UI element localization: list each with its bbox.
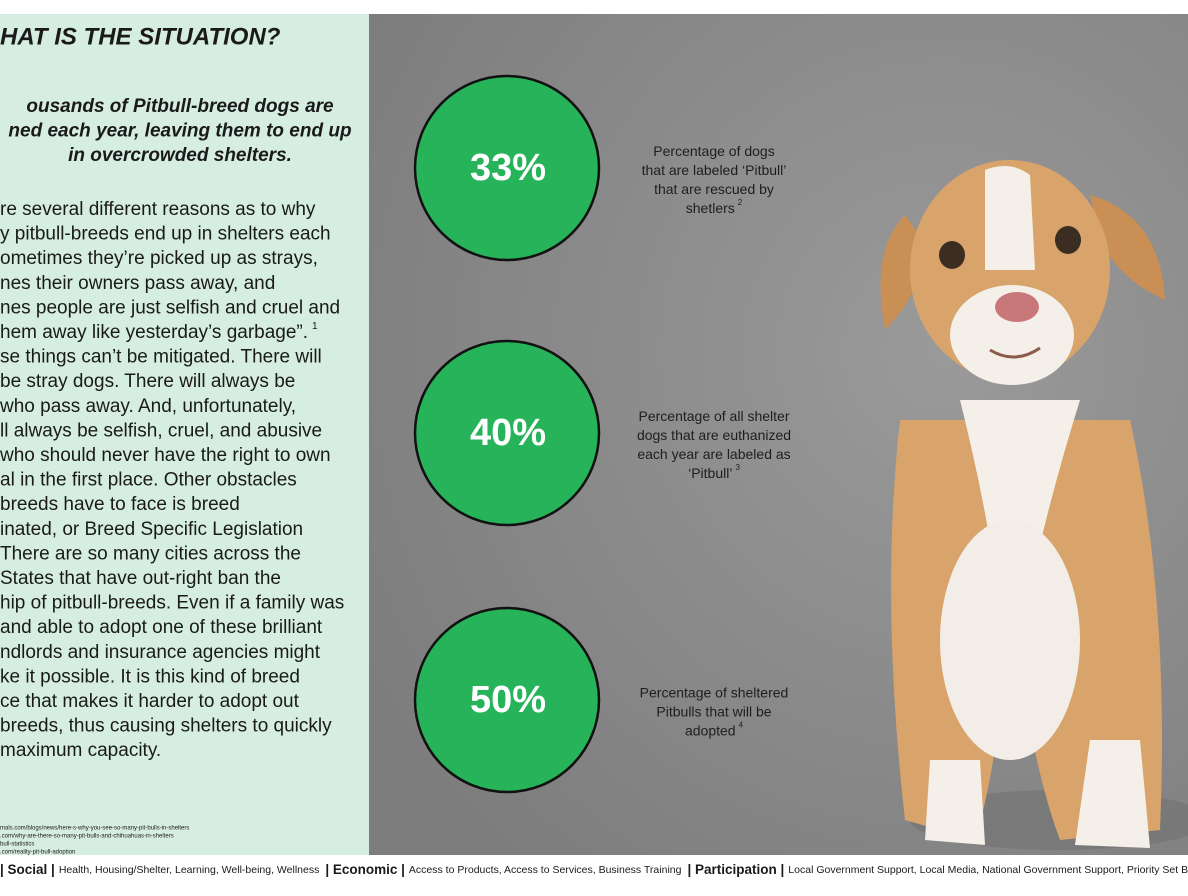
source: mals.com/blogs/news/here-s-why-you-see-s… — [0, 826, 189, 832]
body-line: ndlords and insurance agencies might — [0, 642, 321, 663]
source: .com/reality-pit-bull-adoption — [0, 850, 75, 856]
stat-caption: Percentage of all shelter — [639, 408, 790, 424]
body-line: maximum capacity. — [0, 740, 161, 761]
caption-text: Percentage of all shelter — [639, 408, 790, 424]
stat-caption: Percentage of sheltered — [640, 684, 789, 700]
caption-text: that are labeled ‘Pitbull’ — [642, 162, 787, 178]
body-line: be stray dogs. There will always be — [0, 371, 295, 392]
body-line: and able to adopt one of these brilliant — [0, 617, 323, 638]
stat-caption: that are labeled ‘Pitbull’ — [642, 162, 787, 178]
body-line: There are so many cities across the — [0, 543, 301, 564]
caption-text: shetlers — [686, 200, 735, 216]
puppy-illustration — [881, 160, 1188, 850]
subheading: ned each year, leaving them to end up — [8, 121, 351, 142]
footer-label: | Economic | — [325, 862, 405, 877]
heading: HAT IS THE SITUATION? — [0, 23, 281, 50]
body-line: ke it possible. It is this kind of breed — [0, 666, 300, 687]
body-line: breeds have to face is breed — [0, 494, 240, 515]
footer-items: Health, Housing/Shelter, Learning, Well-… — [59, 864, 320, 876]
caption-text: adopted — [685, 722, 736, 738]
body-line: who should never have the right to own — [0, 445, 331, 466]
body-line: al in the first place. Other obstacles — [0, 470, 297, 491]
footnote: 2 — [738, 198, 743, 207]
caption-text: each year are labeled as — [637, 446, 790, 462]
subheading: ousands of Pitbull-breed dogs are — [26, 96, 334, 117]
caption-text: Percentage of dogs — [653, 143, 774, 159]
body-line: ll always be selfish, cruel, and abusive — [0, 420, 322, 441]
body-line: ce that makes it harder to adopt out — [0, 691, 300, 712]
body-line: States that have out-right ban the — [0, 568, 281, 589]
stat-caption: Percentage of dogs — [653, 143, 774, 159]
body-text: hem away like yesterday’s garbage”. — [0, 322, 308, 343]
body-line: y pitbull-breeds end up in shelters each — [0, 224, 331, 245]
body-line: se things can’t be mitigated. There will — [0, 347, 322, 368]
body-line: hip of pitbull-breeds. Even if a family … — [0, 593, 344, 614]
stat-value: 33% — [470, 147, 546, 189]
stat-value: 40% — [470, 412, 546, 454]
stat-caption: that are rescued by — [654, 181, 774, 197]
footer: | Social | Health, Housing/Shelter, Learn… — [0, 862, 1188, 877]
caption-text: Pitbulls that will be — [656, 703, 771, 719]
subheading: in overcrowded shelters. — [68, 145, 292, 166]
footnote: 1 — [312, 321, 318, 332]
footer-label: | Participation | — [687, 862, 784, 877]
body-line: re several different reasons as to why — [0, 199, 316, 220]
caption-text: dogs that are euthanized — [637, 427, 791, 443]
stat-caption: dogs that are euthanized — [637, 427, 791, 443]
footnote: 4 — [739, 721, 744, 730]
footer-items: Local Government Support, Local Media, N… — [788, 864, 1188, 876]
source: .com/why-are-there-so-many-pit-bulls-and… — [0, 834, 174, 840]
source: bull-statistics — [0, 842, 34, 848]
body-line: who pass away. And, unfortunately, — [0, 396, 296, 417]
body-line: nes their owners pass away, and — [0, 273, 275, 294]
caption-text: ‘Pitbull’ — [688, 465, 732, 481]
footer-items: Access to Products, Access to Services, … — [409, 864, 682, 876]
caption-text: that are rescued by — [654, 181, 774, 197]
body-line: hem away like yesterday’s garbage”. 1 — [0, 321, 318, 343]
stat-caption: Pitbulls that will be — [656, 703, 771, 719]
body-line: ometimes they’re picked up as strays, — [0, 248, 318, 269]
caption-text: Percentage of sheltered — [640, 684, 789, 700]
footnote: 3 — [735, 463, 740, 472]
stat-value: 50% — [470, 679, 546, 721]
body-line: inated, or Breed Specific Legislation — [0, 519, 303, 540]
body-line: breeds, thus causing shelters to quickly — [0, 716, 332, 737]
body-line: nes people are just selfish and cruel an… — [0, 297, 340, 318]
stat-caption: each year are labeled as — [637, 446, 790, 462]
footer-label: | Social | — [0, 862, 55, 877]
